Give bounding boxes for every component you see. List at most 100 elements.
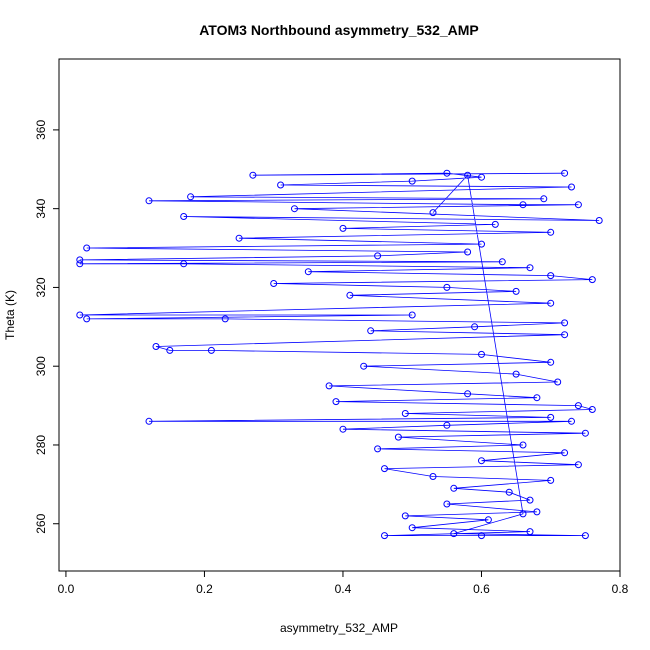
data-point: [526, 528, 534, 536]
data-point: [270, 280, 278, 287]
data-point: [180, 213, 188, 220]
chart-title: ATOM3 Northbound asymmetry_532_AMP: [199, 22, 479, 38]
data-point: [547, 228, 555, 236]
series-lines: [79, 172, 600, 536]
data-point: [540, 195, 548, 203]
data-point: [83, 315, 91, 323]
data-point: [547, 413, 555, 421]
y-tick-label: 280: [34, 435, 48, 455]
data-point: [429, 209, 437, 217]
data-point: [187, 193, 195, 201]
data-point: [429, 473, 437, 480]
data-point: [478, 350, 485, 358]
data-point: [76, 260, 84, 268]
data-point: [568, 417, 575, 425]
data-point: [325, 382, 333, 390]
data-point: [450, 484, 458, 492]
data-point: [526, 264, 534, 272]
data-point: [374, 252, 382, 260]
series-line: [79, 172, 600, 536]
data-point: [291, 205, 298, 213]
data-point: [464, 171, 472, 179]
data-point: [568, 183, 575, 191]
data-point: [547, 272, 555, 280]
data-point: [581, 429, 589, 437]
data-point: [533, 508, 541, 516]
data-point: [360, 362, 368, 370]
data-point: [478, 173, 485, 181]
y-tick-label: 360: [34, 120, 48, 140]
data-point: [221, 315, 229, 323]
data-point: [304, 268, 312, 276]
data-point: [519, 201, 527, 209]
data-point: [277, 181, 285, 189]
data-point: [574, 461, 582, 469]
y-axis: 260 280 300 320 340 360: [34, 120, 60, 534]
data-point: [83, 244, 91, 252]
data-point: [561, 331, 569, 339]
data-point: [547, 299, 555, 307]
data-point: [166, 346, 174, 354]
data-point: [478, 240, 485, 248]
data-point: [547, 358, 555, 366]
data-point: [207, 346, 215, 354]
y-axis-label: Theta (K): [3, 290, 17, 340]
data-point: [519, 510, 527, 518]
data-point: [595, 217, 603, 224]
data-point: [339, 224, 347, 232]
data-point: [547, 476, 555, 484]
data-point: [381, 532, 388, 540]
data-point: [588, 276, 596, 284]
data-point: [464, 248, 472, 256]
data-point: [464, 390, 472, 398]
x-tick-label: 0.8: [612, 582, 629, 596]
data-point: [374, 445, 382, 453]
data-point: [408, 177, 416, 185]
data-point: [519, 441, 527, 449]
x-axis: 0.0 0.2 0.4 0.6 0.8: [58, 570, 629, 596]
data-point: [478, 457, 485, 465]
data-point: [588, 406, 596, 413]
data-point: [235, 234, 243, 242]
y-tick-label: 300: [34, 356, 48, 376]
y-tick-label: 320: [34, 277, 48, 297]
data-point: [145, 197, 153, 205]
data-point: [581, 532, 589, 540]
data-point: [401, 512, 409, 520]
data-point: [561, 169, 569, 177]
y-tick-label: 340: [34, 198, 48, 218]
x-tick-label: 0.2: [196, 582, 213, 596]
data-point: [394, 433, 402, 441]
data-point: [339, 425, 347, 433]
data-point: [491, 220, 499, 228]
data-point: [484, 516, 492, 524]
data-point: [561, 449, 569, 457]
x-tick-label: 0.6: [473, 582, 490, 596]
data-point: [574, 201, 582, 209]
data-point: [512, 370, 520, 378]
data-point: [505, 488, 513, 496]
x-axis-label: asymmetry_532_AMP: [280, 621, 398, 635]
data-point: [145, 417, 153, 425]
data-point: [512, 287, 520, 295]
data-point: [76, 311, 84, 319]
data-point: [443, 169, 451, 177]
x-tick-label: 0.4: [335, 582, 352, 596]
data-point: [498, 258, 506, 266]
y-tick-label: 260: [34, 513, 48, 533]
x-tick-label: 0.0: [58, 582, 75, 596]
data-point: [401, 410, 409, 417]
data-point: [443, 500, 451, 508]
data-point: [152, 343, 160, 350]
data-point: [478, 532, 485, 540]
data-point: [408, 311, 416, 319]
data-point: [561, 319, 569, 327]
data-point: [367, 327, 375, 335]
data-point: [533, 394, 541, 402]
data-point: [443, 421, 451, 429]
data-point: [526, 496, 534, 504]
data-point: [574, 402, 582, 410]
data-point: [76, 256, 84, 264]
data-point: [332, 398, 340, 406]
data-point: [346, 291, 354, 299]
